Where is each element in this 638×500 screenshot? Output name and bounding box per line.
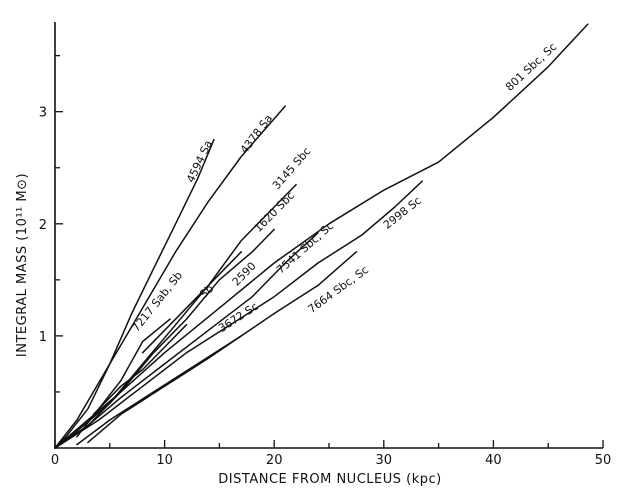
series-line-7: [76, 251, 358, 446]
chart-ticks: 0 10 20 30 40 50 1 2 3: [39, 54, 612, 468]
series-label-5: 7541 Sbc, Sc: [274, 219, 336, 276]
y-tick-label: 3: [39, 106, 47, 121]
series-label-7: 7664 Sbc, Sc: [306, 263, 371, 316]
y-axis-label: INTEGRAL MASS (10¹¹ M⊙): [15, 173, 30, 357]
series-label-4: 1620 Sbc: [252, 189, 297, 235]
y-tick-label: 1: [39, 330, 47, 345]
x-tick-label: 20: [266, 453, 283, 468]
series-line-11: [92, 323, 188, 416]
series-line-8: [87, 335, 243, 444]
y-tick-label: 2: [39, 218, 47, 233]
series-label-3: 3145 Sbc: [270, 145, 314, 192]
series-line-1: [54, 105, 286, 449]
series-label-2: 801 Sbc, Sc: [503, 40, 559, 93]
series-label-1: 4378 Sa: [238, 112, 276, 156]
x-tick-label: 0: [51, 453, 59, 468]
series-label-0: 4594 Sa: [184, 138, 215, 184]
x-tick-label: 50: [595, 453, 612, 468]
x-tick-label: 10: [156, 453, 173, 468]
chart-curves: [54, 23, 589, 449]
series-label-11: Sb: [197, 282, 216, 301]
x-tick-label: 30: [376, 453, 393, 468]
x-axis-label: DISTANCE FROM NUCLEUS (kpc): [218, 472, 441, 487]
series-line-0: [54, 138, 215, 449]
series-line-9: [76, 318, 171, 438]
series-line-10: [141, 251, 243, 354]
series-label-10: 2590: [230, 260, 259, 289]
series-line-6: [54, 180, 423, 449]
series-line-5: [54, 232, 319, 449]
x-tick-label: 40: [485, 453, 502, 468]
